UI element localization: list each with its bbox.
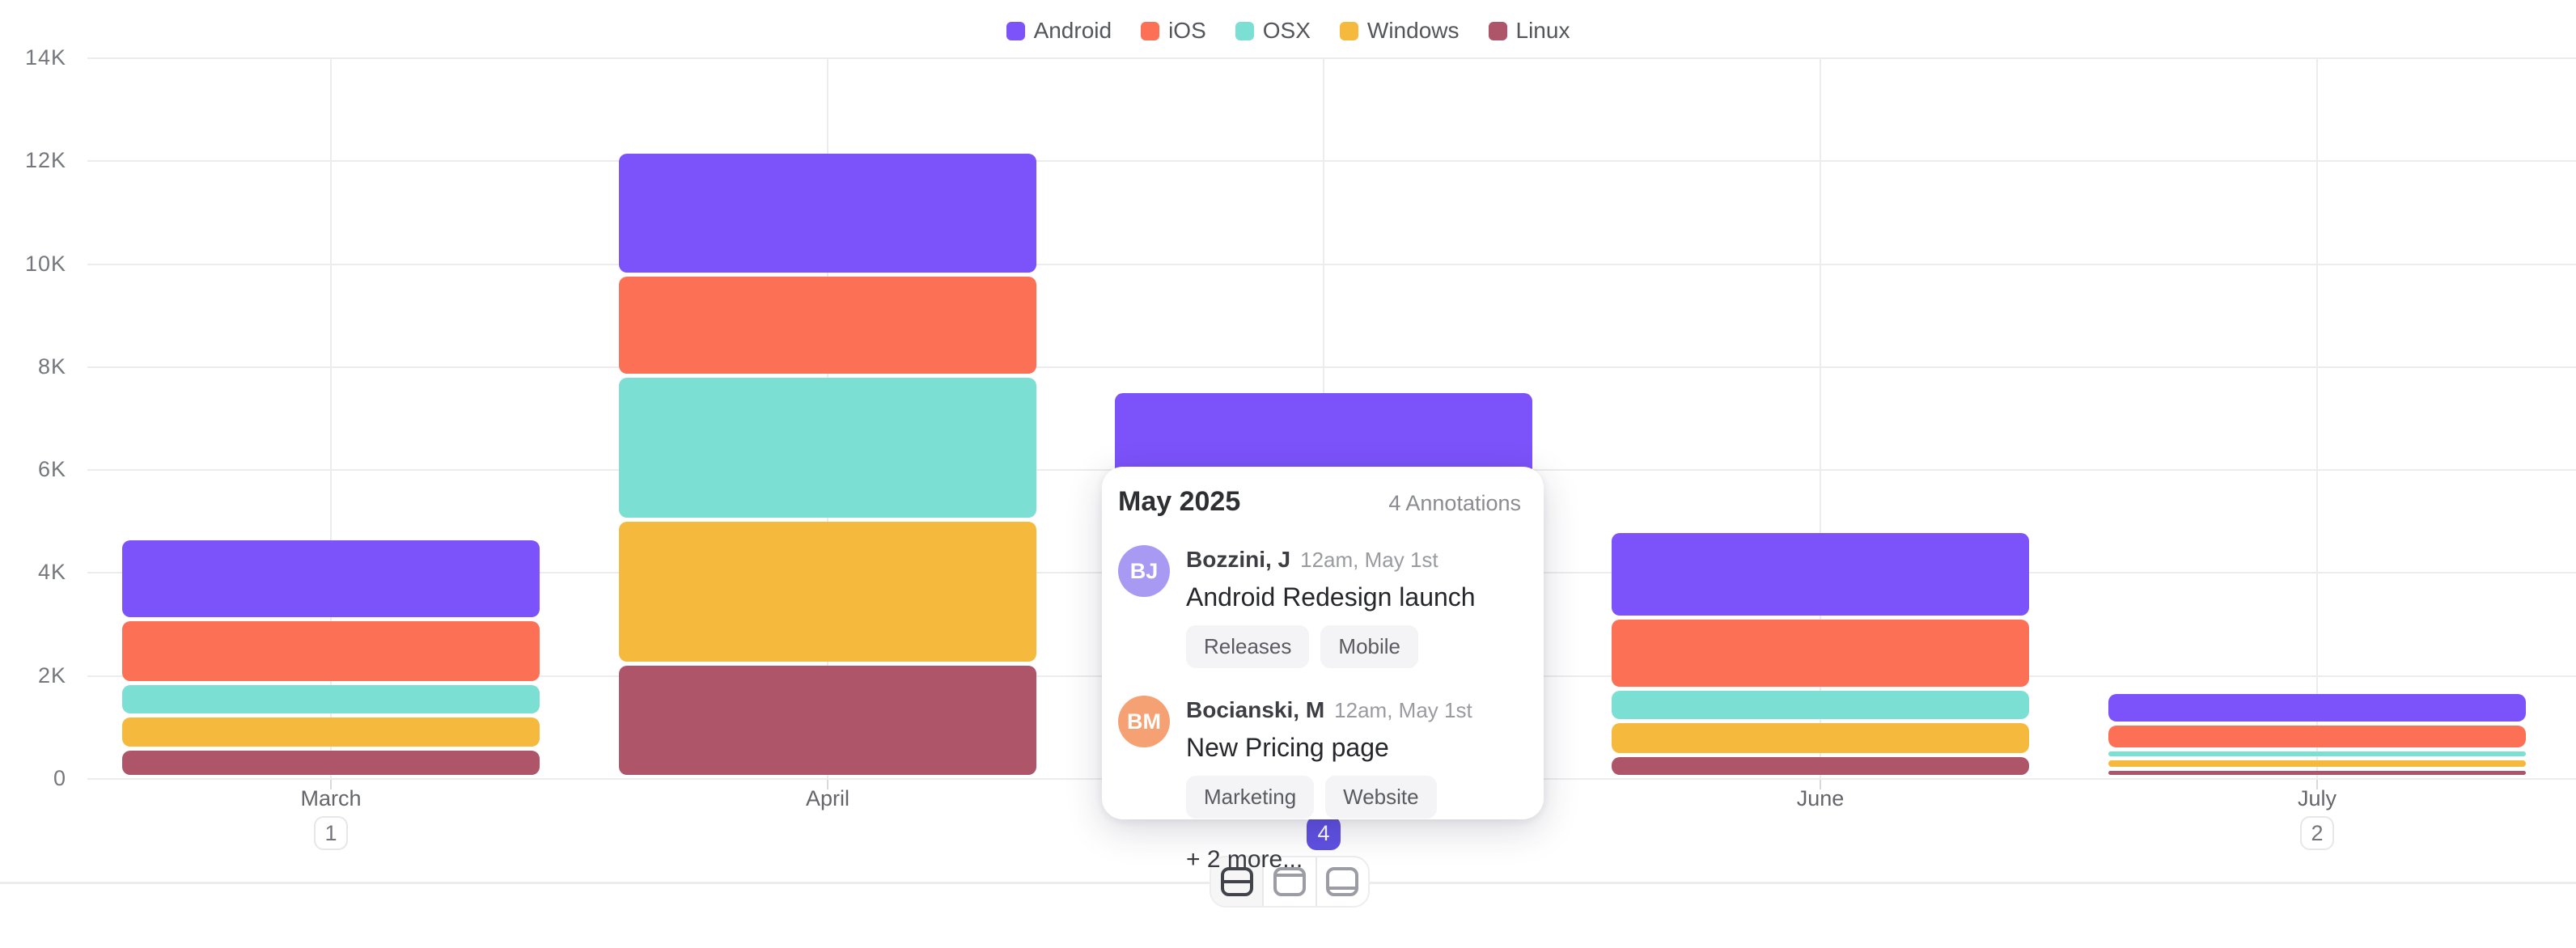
v-gridline	[2316, 58, 2318, 779]
legend-label: Linux	[1515, 18, 1570, 43]
tag-pill: Website	[1325, 776, 1437, 819]
annotation-meta: Bocianski, M 12am, May 1st	[1186, 697, 1472, 723]
author-name: Bocianski, M	[1186, 697, 1325, 722]
y-axis-tick-label: 14K	[24, 44, 66, 70]
tag-pill: Marketing	[1186, 776, 1315, 819]
legend-label: Android	[1033, 18, 1112, 43]
bar-segment-june-windows[interactable]	[1612, 722, 2029, 753]
timestamp: 12am, May 1st	[1300, 548, 1438, 572]
legend-item-android[interactable]: Android	[1006, 18, 1112, 44]
legend-swatch-icon	[1006, 21, 1025, 40]
bar-segment-april-android[interactable]	[619, 153, 1036, 273]
bar-segment-june-linux[interactable]	[1612, 756, 2029, 775]
y-axis-tick-label: 12K	[24, 148, 66, 173]
bar-segment-april-linux[interactable]	[619, 665, 1036, 775]
annotation-entry[interactable]: BM Bocianski, M 12am, May 1st New Pricing p…	[1118, 696, 1521, 819]
bar-segment-june-ios[interactable]	[1612, 619, 2029, 688]
bar-segment-june-android[interactable]	[1612, 533, 2029, 616]
month-label-july: July	[2297, 786, 2337, 810]
month-badge-march[interactable]: 1	[314, 816, 348, 850]
annotation-tags: Marketing Website	[1186, 776, 1472, 819]
month-label-april: April	[805, 786, 849, 810]
legend-swatch-icon	[1488, 21, 1507, 40]
timestamp: 12am, May 1st	[1334, 698, 1472, 722]
annotation-tags: Releases Mobile	[1186, 625, 1476, 668]
annotation-meta: Bozzini, J 12am, May 1st	[1186, 547, 1476, 573]
month-badge-may[interactable]: 4	[1307, 816, 1341, 850]
bar-segment-july-linux[interactable]	[2108, 771, 2526, 775]
h-gridline	[87, 263, 2576, 265]
month-label-march: March	[300, 786, 362, 810]
legend-item-ios[interactable]: iOS	[1141, 18, 1206, 44]
y-axis-tick-label: 2K	[37, 662, 66, 688]
bar-segment-march-android[interactable]	[122, 540, 540, 618]
icon-line	[1276, 874, 1303, 877]
bar-segment-july-windows[interactable]	[2108, 760, 2526, 768]
legend-swatch-icon	[1235, 21, 1254, 40]
tooltip-entries: BJ Bozzini, J 12am, May 1st Android Redesig…	[1118, 545, 1521, 819]
x-axis-tick	[1820, 780, 1821, 789]
v-gridline	[1820, 58, 1821, 779]
y-axis-tick-label: 10K	[24, 251, 66, 276]
layout-button-split-middle[interactable]	[1211, 857, 1265, 906]
avatar: BJ	[1118, 545, 1170, 597]
author-name: Bozzini, J	[1186, 547, 1291, 572]
legend-swatch-icon	[1141, 21, 1160, 40]
bar-segment-april-windows[interactable]	[619, 521, 1036, 662]
bar-segment-march-ios[interactable]	[122, 621, 540, 681]
bar-segment-july-osx[interactable]	[2108, 751, 2526, 757]
legend-label: Windows	[1366, 18, 1460, 43]
legend-swatch-icon	[1339, 21, 1358, 40]
y-axis-tick-label: 6K	[37, 457, 66, 482]
annotations-tooltip: May 2025 4 Annotations BJ Bozzini, J 12am,…	[1102, 467, 1544, 873]
legend-item-windows[interactable]: Windows	[1339, 18, 1460, 44]
bar-segment-march-windows[interactable]	[122, 717, 540, 747]
legend-label: iOS	[1168, 18, 1206, 43]
month-label-june: June	[1796, 786, 1845, 810]
annotation-entry-body: Bozzini, J 12am, May 1st Android Redesign …	[1186, 545, 1476, 668]
y-axis-tick-label: 0	[53, 766, 66, 790]
show-more-annotations-link[interactable]: + 2 more...	[1186, 846, 1303, 873]
tag-pill: Releases	[1186, 625, 1310, 668]
legend-item-osx[interactable]: OSX	[1235, 18, 1311, 44]
bar-segment-march-osx[interactable]	[122, 684, 540, 714]
annotation-title: Android Redesign launch	[1186, 582, 1476, 612]
h-gridline	[87, 366, 2576, 368]
layout-switcher	[1210, 856, 1370, 908]
tooltip-annotation-count: 4 Annotations	[1388, 491, 1521, 515]
icon-line	[1329, 887, 1356, 890]
annotation-entry[interactable]: BJ Bozzini, J 12am, May 1st Android Redesig…	[1118, 545, 1521, 668]
legend-item-linux[interactable]: Linux	[1488, 18, 1570, 44]
x-axis-tick	[330, 780, 332, 789]
y-axis-tick-label: 8K	[37, 353, 66, 379]
month-badge-july[interactable]: 2	[2300, 816, 2334, 850]
y-axis-tick-label: 4K	[37, 560, 66, 585]
chart-legend: Android iOS OSX Windows Linux	[0, 18, 2576, 44]
bar-segment-july-ios[interactable]	[2108, 726, 2526, 747]
legend-label: OSX	[1262, 18, 1311, 43]
h-gridline	[87, 160, 2576, 163]
layout-button-split-top[interactable]	[1264, 857, 1317, 906]
icon-line	[1223, 880, 1250, 883]
bar-segment-march-linux[interactable]	[122, 750, 540, 775]
tooltip-title: May 2025	[1118, 486, 1241, 517]
bar-segment-july-android[interactable]	[2108, 693, 2526, 722]
v-gridline	[330, 58, 332, 779]
x-axis-tick	[2316, 780, 2318, 789]
bar-segment-june-osx[interactable]	[1612, 691, 2029, 719]
split-middle-icon	[1220, 867, 1253, 896]
annotation-title: New Pricing page	[1186, 733, 1389, 762]
split-bottom-icon	[1326, 867, 1359, 896]
bar-segment-april-osx[interactable]	[619, 377, 1036, 518]
h-gridline	[87, 57, 2576, 59]
tooltip-header: May 2025 4 Annotations	[1118, 486, 1521, 518]
x-axis-tick	[827, 780, 828, 789]
annotation-entry-body: Bocianski, M 12am, May 1st New Pricing pag…	[1186, 696, 1472, 819]
layout-button-split-bottom[interactable]	[1317, 857, 1368, 906]
tag-pill: Mobile	[1320, 625, 1418, 668]
split-top-icon	[1273, 867, 1306, 896]
bar-segment-april-ios[interactable]	[619, 277, 1036, 374]
avatar: BM	[1118, 696, 1170, 747]
